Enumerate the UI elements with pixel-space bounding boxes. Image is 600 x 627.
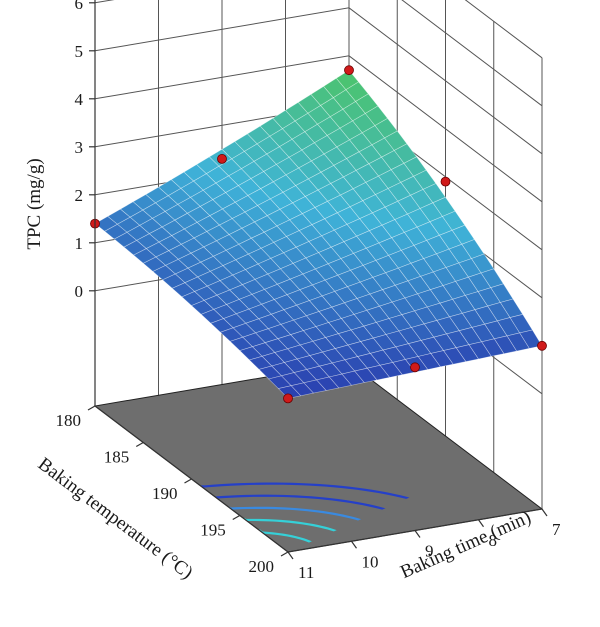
design-point [217, 153, 227, 164]
z-tick-label: 2 [75, 186, 84, 205]
temperature-tick-label: 190 [152, 484, 178, 503]
z-tick-label: 1 [75, 234, 84, 253]
time-tick-mark [351, 540, 357, 549]
time-tick-mark [478, 519, 484, 528]
z-axis-title: TPC (mg/g) [24, 158, 45, 249]
temperature-tick-mark [184, 478, 192, 484]
temperature-tick-mark [87, 405, 96, 411]
z-tick-label: 0 [75, 282, 84, 301]
z-tick-label: 4 [75, 90, 84, 109]
temperature-tick-label: 200 [249, 557, 275, 576]
temperature-tick-label: 180 [56, 411, 82, 430]
design-point [537, 340, 547, 351]
z-tick-label: 3 [75, 138, 84, 157]
temperature-tick-label: 185 [104, 448, 130, 467]
time-tick-label: 11 [298, 563, 314, 582]
time-tick-label: 8 [489, 531, 498, 550]
time-tick-label: 7 [552, 520, 561, 539]
design-point [283, 393, 293, 404]
tick-labels: 012345671801851901952001110987 [56, 0, 562, 582]
temperature-tick-mark [232, 514, 241, 521]
design-points [90, 65, 547, 404]
z-tick-label: 5 [75, 42, 84, 61]
front-edges [87, 0, 548, 560]
response-surface [94, 69, 543, 399]
temperature-axis-title: Baking temperature (°C) [34, 454, 197, 584]
time-tick-mark [541, 508, 548, 517]
time-tick-label: 9 [425, 542, 434, 561]
time-tick-mark [414, 530, 421, 538]
design-point [440, 176, 451, 187]
wall-gridline [464, 0, 543, 59]
temperature-tick-label: 195 [200, 521, 226, 540]
time-tick-mark [287, 551, 294, 560]
wall-gridline [94, 0, 543, 107]
z-tick-label: 6 [75, 0, 84, 13]
temperature-tick-mark [135, 441, 144, 448]
temperature-tick-mark [280, 551, 289, 557]
design-point [410, 362, 420, 373]
time-tick-label: 10 [362, 552, 379, 571]
design-point [344, 65, 354, 76]
